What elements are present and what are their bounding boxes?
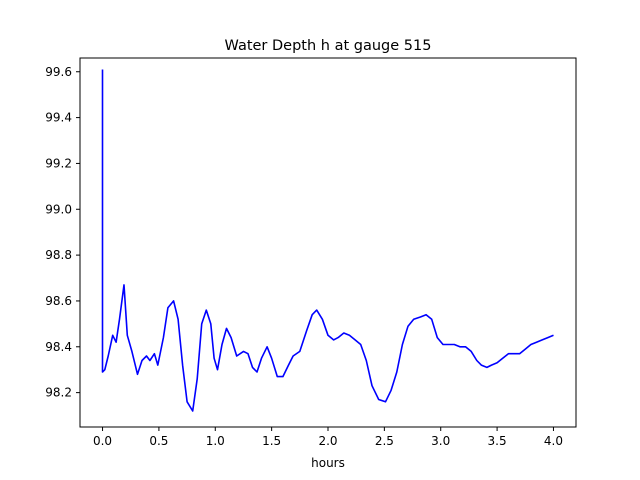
x-tick-label: 1.5 [262, 434, 281, 448]
x-tick-label: 2.5 [375, 434, 394, 448]
x-tick-label: 3.5 [488, 434, 507, 448]
y-axis: 98.2 98.4 98.6 98.8 99.0 99.2 99.4 99.6 [45, 65, 80, 400]
x-tick-label: 2.0 [318, 434, 337, 448]
x-tick-label: 0.5 [149, 434, 168, 448]
y-tick-label: 98.6 [45, 294, 72, 308]
y-tick-label: 99.2 [45, 156, 72, 170]
y-tick-label: 99.4 [45, 111, 72, 125]
y-tick-label: 99.0 [45, 202, 72, 216]
x-axis-label: hours [311, 456, 345, 470]
y-tick-label: 98.4 [45, 340, 72, 354]
x-tick-label: 1.0 [206, 434, 225, 448]
x-tick-label: 0.0 [93, 434, 112, 448]
chart-title: Water Depth h at gauge 515 [225, 38, 432, 54]
x-axis: 0.0 0.5 1.0 1.5 2.0 2.5 3.0 3.5 4.0 [93, 427, 563, 448]
x-tick-label: 4.0 [544, 434, 563, 448]
plot-area-frame [79, 57, 577, 428]
y-tick-label: 99.6 [45, 65, 72, 79]
y-tick-label: 98.2 [45, 386, 72, 400]
y-tick-label: 98.8 [45, 248, 72, 262]
series-layer [101, 69, 554, 412]
x-tick-label: 3.0 [431, 434, 450, 448]
series-line [101, 69, 554, 412]
